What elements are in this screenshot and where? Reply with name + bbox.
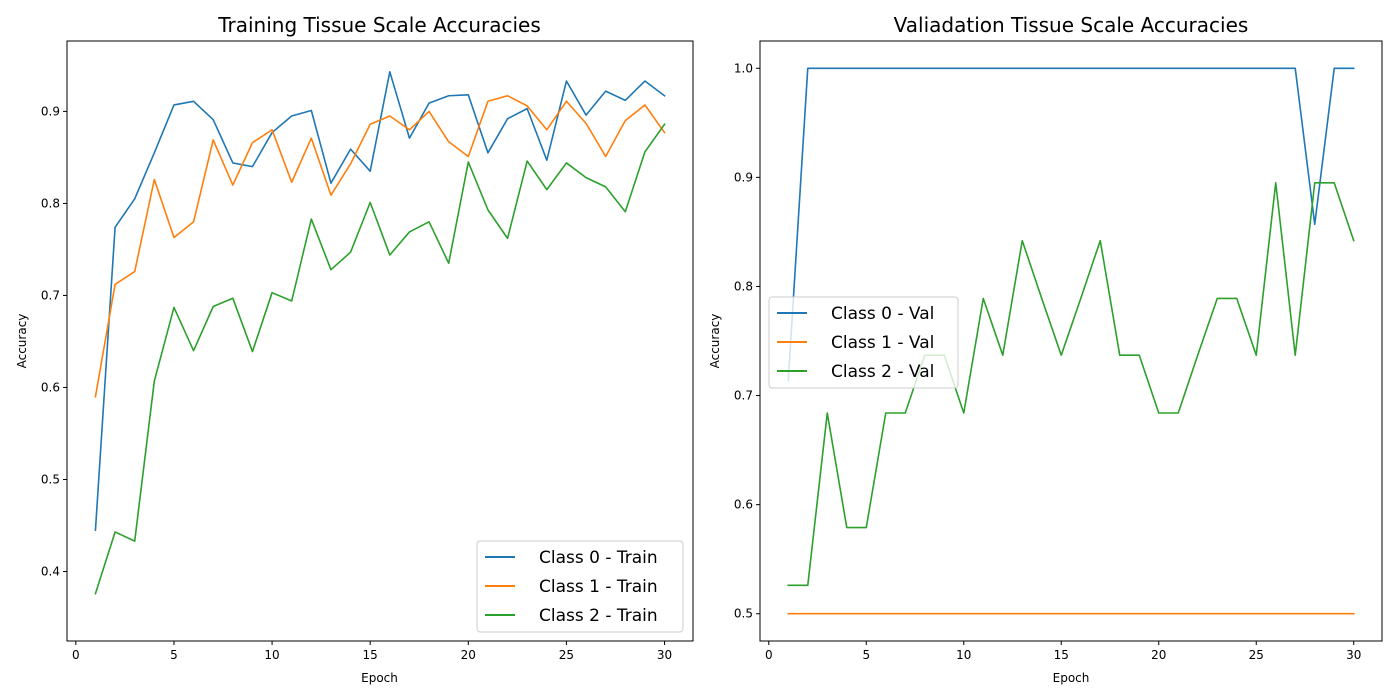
training-x-tick-label: 0 (72, 648, 80, 662)
validation-legend-box (768, 296, 959, 389)
training-legend: Class 0 - Train Class 1 - Train Class 2 - … (476, 540, 684, 633)
validation-y-axis-label: Accuracy (708, 314, 722, 369)
training-x-tick-label: 10 (264, 648, 279, 662)
validation-x-tick-label: 15 (1054, 648, 1069, 662)
validation-x-tick-label: 25 (1249, 648, 1264, 662)
validation-x-tick-label: 30 (1346, 648, 1361, 662)
training-y-tick-label: 0.8 (41, 196, 60, 210)
validation-legend: Class 0 - Val Class 1 - Val Class 2 - Val (768, 296, 959, 389)
training-series-line-class-2 (94, 123, 666, 595)
training-y-tick-label: 0.6 (41, 380, 60, 394)
validation-y-tick-label: 0.8 (734, 279, 753, 293)
training-series-line-class-0 (94, 71, 666, 531)
training-y-tick-label: 0.7 (41, 288, 60, 302)
validation-legend-label-class-2: Class 2 - Val (831, 362, 934, 382)
validation-y-tick-label: 0.9 (734, 170, 753, 184)
training-legend-box (476, 540, 684, 633)
validation-chart: Valiadation Tissue Scale Accuracies Epoc… (708, 13, 1383, 685)
training-series-line-class-1 (94, 94, 666, 398)
training-x-axis-label: Epoch (361, 671, 398, 685)
training-x-tick-label: 15 (363, 648, 378, 662)
training-y-tick-label: 0.4 (41, 565, 60, 579)
validation-y-tick-label: 0.6 (734, 498, 753, 512)
training-legend-label-class-1: Class 1 - Train (539, 577, 658, 597)
validation-legend-label-class-1: Class 1 - Val (831, 333, 934, 353)
validation-series-line-class-2 (787, 182, 1355, 587)
training-x-tick-label: 25 (559, 648, 574, 662)
validation-y-tick-label: 0.5 (734, 607, 753, 621)
validation-legend-label-class-0: Class 0 - Val (831, 304, 934, 324)
validation-series-line-class-0 (787, 67, 1355, 382)
validation-x-tick-label: 5 (862, 648, 870, 662)
validation-y-tick-label: 0.7 (734, 389, 753, 403)
training-chart-title: Training Tissue Scale Accuracies (217, 13, 541, 37)
training-axes-frame (66, 40, 694, 642)
validation-x-tick-label: 0 (765, 648, 773, 662)
training-x-tick-label: 30 (657, 648, 672, 662)
training-legend-label-class-0: Class 0 - Train (539, 548, 658, 568)
training-x-tick-label: 20 (461, 648, 476, 662)
validation-x-tick-label: 10 (956, 648, 971, 662)
validation-chart-title: Valiadation Tissue Scale Accuracies (894, 13, 1249, 37)
training-y-tick-label: 0.9 (41, 104, 60, 118)
validation-x-axis-label: Epoch (1053, 671, 1090, 685)
validation-y-tick-label: 1.0 (734, 61, 753, 75)
training-x-tick-label: 5 (170, 648, 178, 662)
validation-x-tick-label: 20 (1151, 648, 1166, 662)
validation-axes-frame (759, 40, 1383, 642)
training-y-tick-label: 0.5 (41, 472, 60, 486)
training-chart: Training Tissue Scale Accuracies Epoch A… (15, 13, 694, 685)
training-legend-label-class-2: Class 2 - Train (539, 606, 658, 626)
training-y-axis-label: Accuracy (15, 314, 29, 369)
